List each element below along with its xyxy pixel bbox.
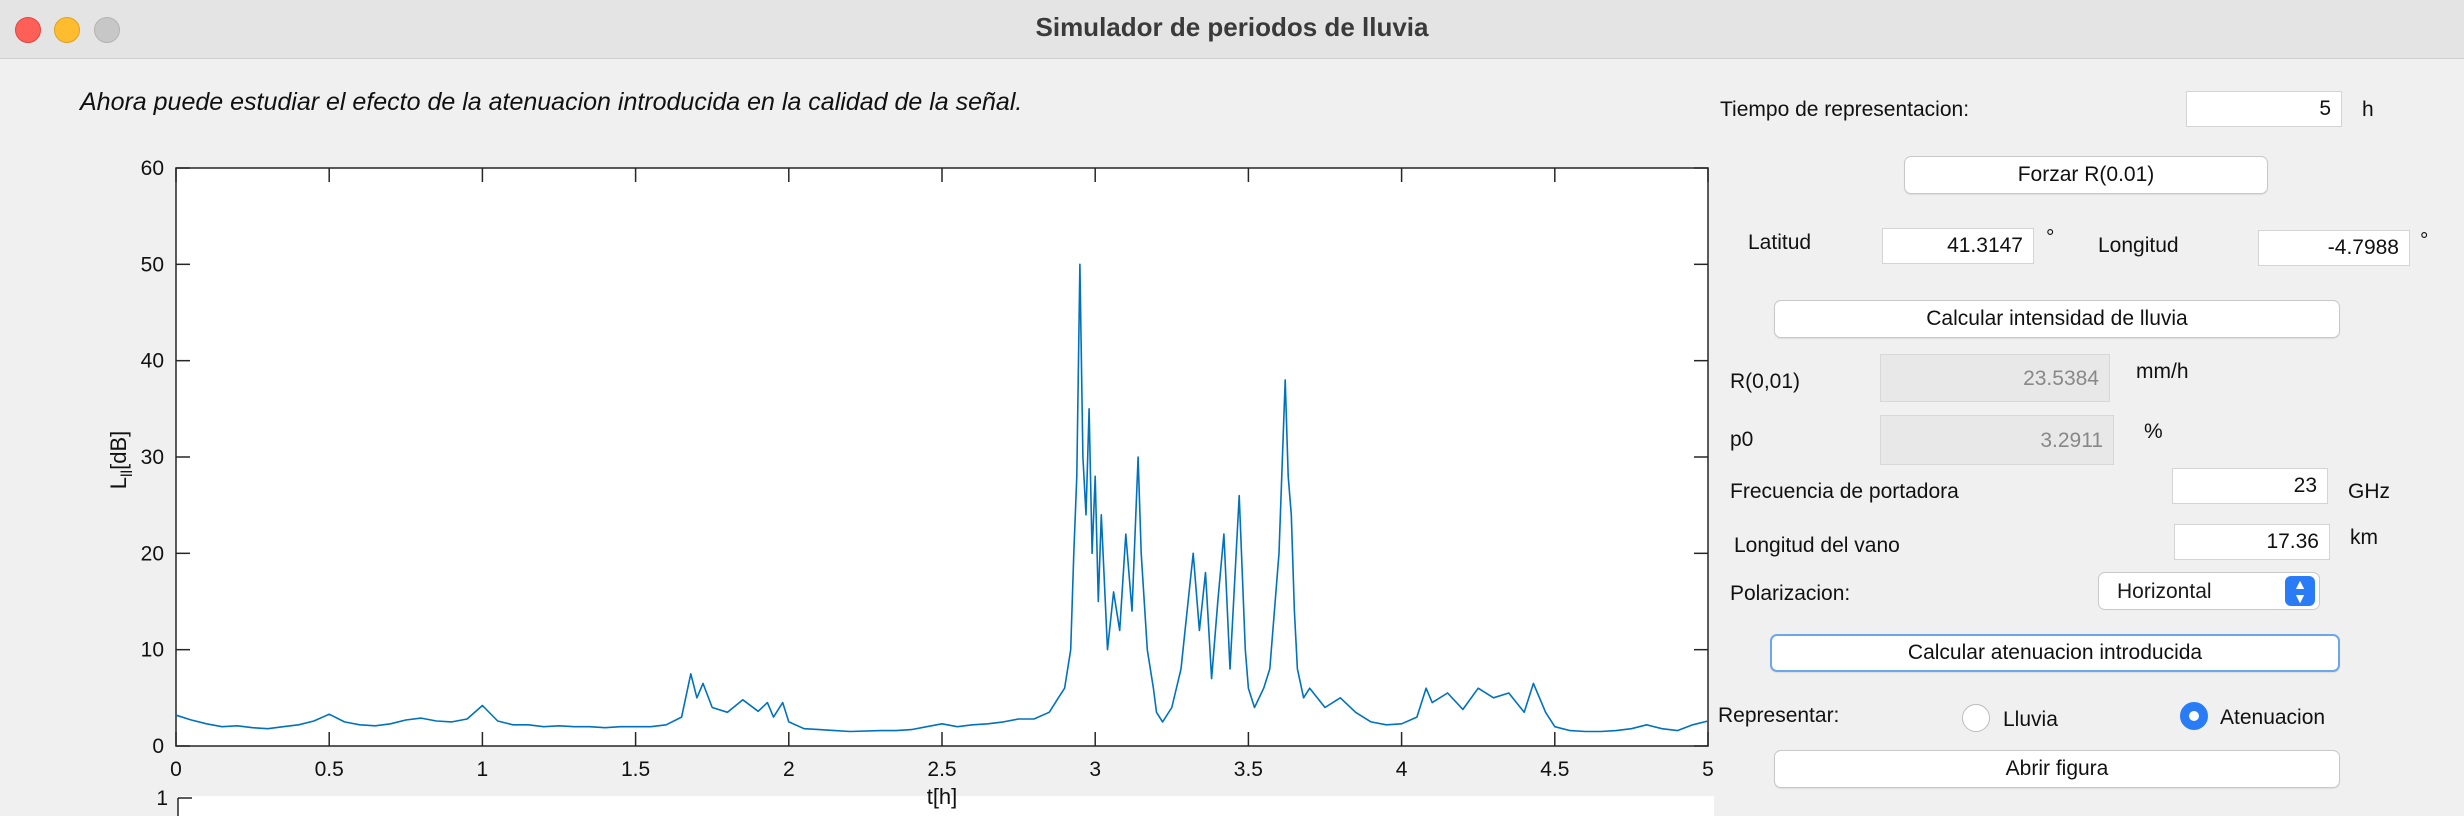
polarizacion-select[interactable]: Horizontal ▲ ▼ (2098, 572, 2320, 610)
y-tick-label: 60 (141, 157, 164, 180)
tiempo-input[interactable]: 5 (2186, 91, 2342, 127)
latitud-degree-unit: ° (2046, 226, 2055, 249)
radio-lluvia[interactable] (1962, 704, 1990, 732)
x-tick-label: 3.5 (1234, 758, 1263, 781)
radio-lluvia-label: Lluvia (2003, 708, 2058, 731)
tiempo-unit: h (2362, 98, 2374, 121)
p0-output: 3.2911 (1880, 415, 2114, 465)
polarizacion-label: Polarizacion: (1730, 582, 1851, 605)
vano-unit: km (2350, 526, 2378, 549)
r001-output: 23.5384 (1880, 354, 2110, 402)
frecuencia-label: Frecuencia de portadora (1730, 480, 1959, 503)
x-axis-label: t[h] (927, 784, 958, 809)
longitud-degree-unit: ° (2420, 229, 2429, 252)
calcular-lluvia-button[interactable]: Calcular intensidad de lluvia (1774, 300, 2340, 338)
frecuencia-input[interactable]: 23 (2172, 468, 2328, 504)
longitud-label: Longitud (2098, 234, 2179, 257)
representar-label: Representar: (1718, 704, 1840, 727)
polarizacion-value: Horizontal (2117, 580, 2212, 603)
tiempo-label: Tiempo de representacion: (1720, 98, 1970, 121)
vano-input[interactable]: 17.36 (2174, 524, 2330, 560)
title-bar: Simulador de periodos de lluvia (0, 0, 2464, 59)
x-tick-label: 0 (170, 758, 182, 781)
zoom-window-button[interactable] (94, 17, 120, 43)
close-window-button[interactable] (15, 17, 41, 43)
y-tick-label: 20 (141, 542, 164, 565)
y-axis-label: Lll[dB] (106, 431, 136, 490)
second-axes-tick-label: 1 (156, 787, 168, 810)
longitud-input[interactable]: -4.7988 (2258, 230, 2410, 266)
y-tick-label: 30 (141, 446, 164, 469)
x-tick-label: 0.5 (315, 758, 344, 781)
abrir-figura-button[interactable]: Abrir figura (1774, 750, 2340, 788)
y-tick-label: 10 (141, 639, 164, 662)
latitud-input[interactable]: 41.3147 (1882, 228, 2034, 264)
x-tick-label: 4.5 (1540, 758, 1569, 781)
frecuencia-unit: GHz (2348, 480, 2390, 503)
x-tick-label: 4 (1396, 758, 1408, 781)
x-tick-label: 2.5 (927, 758, 956, 781)
second-axes-area (178, 796, 1714, 816)
x-tick-label: 1.5 (621, 758, 650, 781)
p0-label: p0 (1730, 428, 1754, 451)
vano-label: Longitud del vano (1734, 534, 1900, 557)
attenuation-series-line (175, 263, 1709, 733)
y-tick-label: 0 (152, 735, 164, 758)
radio-atenuacion[interactable] (2180, 702, 2208, 730)
plot-area (175, 167, 1709, 747)
x-tick-label: 3 (1089, 758, 1101, 781)
forzar-r001-button[interactable]: Forzar R(0.01) (1904, 156, 2268, 194)
instruction-text: Ahora puede estudiar el efecto de la ate… (80, 88, 1023, 116)
y-tick-label: 50 (141, 253, 164, 276)
x-tick-label: 5 (1702, 758, 1714, 781)
x-tick-label: 2 (783, 758, 795, 781)
r001-unit: mm/h (2136, 360, 2189, 383)
radio-atenuacion-label: Atenuacion (2220, 706, 2326, 729)
x-tick-label: 1 (477, 758, 489, 781)
r001-label: R(0,01) (1730, 370, 1801, 393)
minimize-window-button[interactable] (54, 17, 80, 43)
chevron-updown-icon: ▲ ▼ (2285, 576, 2315, 606)
p0-unit: % (2144, 420, 2163, 443)
latitud-label: Latitud (1748, 231, 1812, 254)
window-title: Simulador de periodos de lluvia (1035, 12, 1429, 42)
calcular-atenuacion-button[interactable]: Calcular atenuacion introducida (1770, 634, 2340, 672)
y-tick-label: 40 (141, 350, 164, 373)
